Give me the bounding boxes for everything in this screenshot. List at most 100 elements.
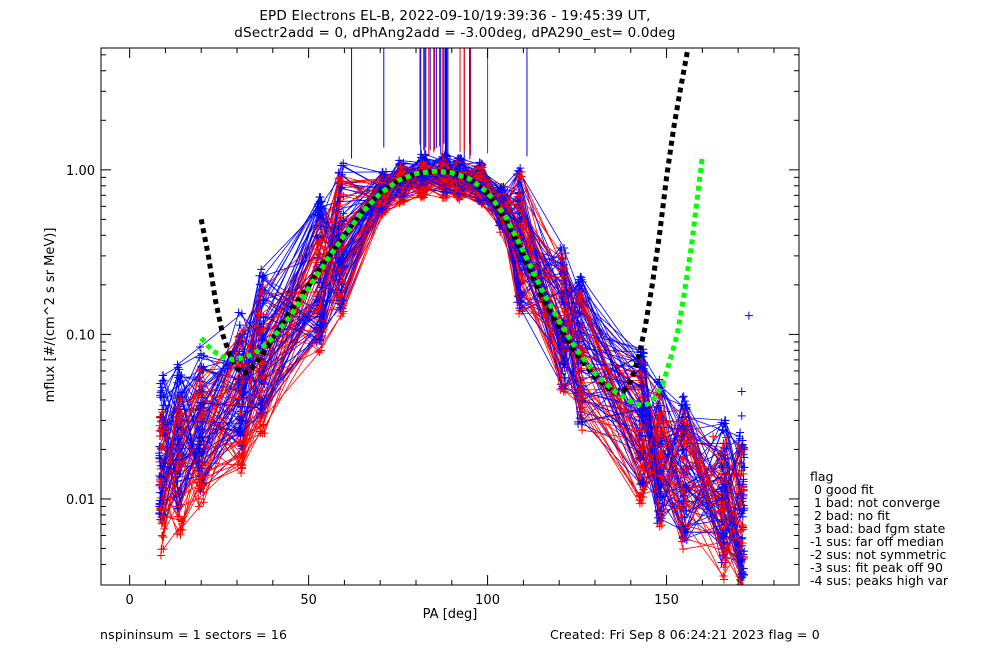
legend-item: -2 sus: not symmetric [810,547,947,562]
data-marker [174,461,183,470]
data-marker [639,436,648,445]
data-marker [735,440,744,449]
data-marker [559,289,568,298]
data-marker [454,189,463,198]
data-marker [257,265,266,274]
fit-curve [198,48,691,394]
data-marker [156,461,165,470]
x-axis-label: PA [deg] [423,607,478,622]
data-marker [176,530,185,539]
data-marker [195,433,204,442]
series-line [159,174,740,531]
spike-group [351,48,528,160]
data-trace [155,157,745,554]
data-marker [575,308,584,317]
data-marker [636,410,645,419]
data-marker [259,283,268,292]
data-marker [237,464,246,473]
axes-group: 0 50 100 150 0.01 0.10 1.00 [66,47,800,608]
plot-frame [100,47,800,586]
data-marker [654,431,663,440]
data-marker [339,209,348,218]
data-marker [236,428,245,437]
data-marker [257,386,266,395]
data-marker [656,492,665,501]
data-marker [558,272,567,281]
data-marker [235,321,244,330]
fit-curve [199,156,705,408]
data-marker [175,469,184,478]
data-marker [499,189,508,198]
data-marker [173,512,182,521]
data-marker [681,481,690,490]
legend-item: 0 good fit [810,482,874,497]
data-marker [317,202,326,211]
data-marker [737,411,746,420]
data-trace [156,174,747,515]
data-marker [681,407,690,416]
data-marker [578,284,587,293]
data-marker [337,190,346,199]
data-marker [174,373,183,382]
data-marker [178,444,187,453]
data-marker [574,278,583,287]
data-marker [196,475,205,483]
fit-curve-group [198,48,705,408]
data-marker [159,401,168,410]
data-marker [517,207,526,216]
data-marker [678,393,687,402]
data-marker [159,371,168,380]
data-marker [176,395,185,404]
data-marker [157,383,166,392]
chart-title-line1: EPD Electrons EL-B, 2022-09-10/19:39:36 … [259,8,651,24]
data-marker [639,453,648,462]
outlier-markers [709,311,753,441]
data-marker [475,158,484,167]
data-marker [722,545,731,554]
data-marker [556,385,565,394]
x-tick-label: 50 [300,593,317,608]
data-marker [478,196,487,205]
data-marker [453,193,462,202]
data-marker [559,254,568,263]
data-marker [719,480,728,489]
data-marker [158,427,167,436]
y-tick-label: 0.10 [66,328,95,343]
data-marker [657,521,666,530]
data-marker [421,174,430,183]
data-marker [195,440,204,449]
data-marker [195,373,204,382]
data-marker [257,404,266,413]
x-tick-label: 100 [475,593,500,608]
data-marker [235,438,244,447]
data-marker [178,525,187,534]
data-marker [155,496,164,505]
data-marker [313,346,322,355]
data-marker [196,398,205,407]
data-marker [175,493,184,502]
data-marker [175,414,184,423]
data-marker [399,192,408,201]
data-marker [157,386,166,395]
data-marker [514,309,523,318]
legend-title: flag [810,469,834,484]
data-marker [334,258,343,267]
data-marker [559,360,568,369]
data-marker [517,168,526,177]
data-marker [257,411,266,420]
data-marker [195,502,204,511]
data-marker [516,177,525,186]
data-marker [656,401,665,410]
data-marker [656,410,665,419]
data-marker [155,453,164,462]
data-marker [717,494,726,503]
data-marker [377,178,386,187]
data-marker [315,236,324,245]
data-marker [233,459,242,468]
data-marker [157,442,166,451]
data-marker [452,157,461,166]
data-marker [514,171,523,180]
data-marker [709,432,718,441]
data-marker [578,426,587,435]
data-marker [159,545,168,554]
